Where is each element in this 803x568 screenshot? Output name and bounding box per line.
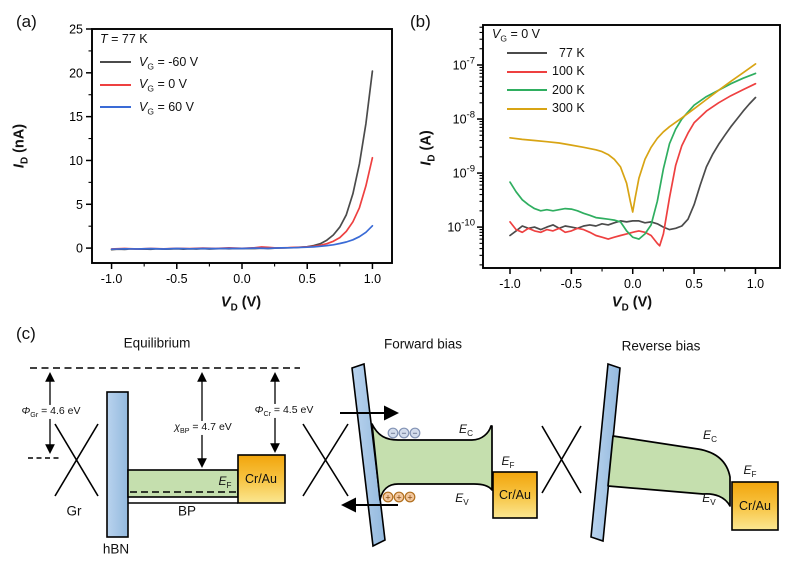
valence-band-label-reverse: EV: [702, 490, 716, 508]
y-axis-tick-label: 10-10: [447, 218, 475, 235]
panel-c-diagram: − − − + + +: [28, 362, 779, 548]
panel-b-legend-title: VG = 0 V: [492, 27, 540, 44]
legend-entry: VG = 60 V: [100, 99, 198, 117]
panel-b-legend: VG = 0 V 77 K 100 K 200 K 300 K: [492, 28, 585, 121]
y-axis-tick-label: 0: [76, 242, 83, 256]
hole-icons: + + +: [382, 491, 416, 503]
crau-contact-reverse: [731, 481, 779, 531]
conduction-band-label-forward: EC: [459, 421, 473, 439]
panel-c-label: (c): [16, 324, 36, 343]
conduction-band-label-reverse: EC: [703, 427, 717, 445]
legend-entry: 77 K: [492, 45, 585, 60]
svg-text:−: −: [413, 428, 418, 438]
svg-text:−: −: [391, 428, 396, 438]
panel-a-legend: T = 77 K VG = -60 V VG = 0 V VG = 60 V: [100, 31, 198, 121]
x-axis-tick-label: 0.0: [233, 272, 250, 286]
reverse-bias-title: Reverse bias: [621, 338, 701, 354]
y-axis-tick-label: 10: [69, 154, 83, 168]
legend-line-swatch: [507, 52, 547, 55]
series-line-1: [509, 82, 757, 247]
legend-line-swatch: [100, 106, 131, 109]
panel-a-chart: -1.0 -0.5 0.0 0.5 1.0 0 5 10 15 20 25: [69, 23, 393, 286]
panel-b-x-axis-title: VD (V): [611, 294, 653, 314]
legend-entry: VG = -60 V: [100, 54, 199, 72]
hbn-barrier-equilibrium: [106, 391, 129, 538]
x-axis-tick-label: 0.5: [299, 272, 316, 286]
y-axis-tick-label: 10-9: [453, 164, 475, 181]
legend-line-swatch: [100, 61, 131, 64]
svg-text:+: +: [396, 493, 401, 503]
x-axis-tick-label: 0.5: [685, 277, 702, 291]
legend-entry-label: 300 K: [552, 101, 585, 115]
series-line-0: [509, 96, 757, 237]
hbn-label: hBN: [102, 541, 130, 557]
graphene-label: Gr: [66, 503, 82, 519]
legend-line-swatch: [507, 70, 547, 73]
bp-band-reverse: [607, 435, 731, 507]
work-function-gr-value: ΦGr = 4.6 eV: [19, 404, 83, 420]
x-axis-tick-label: -0.5: [166, 272, 188, 286]
legend-line-swatch: [100, 83, 131, 86]
bp-band-forward: [371, 423, 493, 501]
x-axis-tick-label: 1.0: [364, 272, 381, 286]
panel-b-label: (b): [410, 12, 431, 31]
panel-a-legend-title: T = 77 K: [100, 32, 148, 46]
equilibrium-title: Equilibrium: [123, 335, 191, 351]
legend-entry: 100 K: [492, 65, 585, 78]
crau-label-forward: Cr/Au: [499, 488, 531, 502]
legend-entry-label: VG = 0 V: [139, 77, 187, 94]
fermi-level-label-equilibrium: EF: [218, 473, 232, 491]
crau-contact-forward: [492, 471, 538, 519]
legend-entry-label: 77 K: [552, 45, 585, 60]
legend-entry-label: VG = -60 V: [139, 54, 199, 72]
y-axis-tick-label: 10-7: [453, 56, 475, 73]
y-axis-tick-label: 20: [69, 66, 83, 80]
work-function-cr-value: ΦCr = 4.5 eV: [252, 403, 316, 419]
legend-entry: VG = 0 V: [100, 76, 198, 94]
panel-a-label: (a): [16, 12, 37, 31]
crau-contact-equilibrium: [237, 454, 286, 504]
legend-line-swatch: [507, 89, 547, 92]
legend-entry-label: 100 K: [552, 64, 585, 78]
plot-frame: [482, 24, 781, 269]
graphene-dirac-cone-icon: [54, 423, 99, 497]
forward-bias-title: Forward bias: [383, 336, 463, 352]
x-axis-tick-label: 0.0: [624, 277, 641, 291]
x-axis-tick-label: -0.5: [561, 277, 583, 291]
x-axis-tick-label: -1.0: [101, 272, 123, 286]
y-axis-tick-label: 15: [69, 110, 83, 124]
fermi-level-label-forward: EF: [501, 453, 515, 471]
legend-entry: 300 K: [492, 102, 585, 115]
x-axis-tick-label: 1.0: [747, 277, 764, 291]
fermi-level-label-reverse: EF: [743, 462, 757, 480]
y-axis-tick-label: 10-8: [453, 110, 475, 127]
svg-text:−: −: [402, 428, 407, 438]
y-axis-tick-label: 25: [69, 23, 83, 37]
y-axis-tick-label: 5: [76, 198, 83, 212]
panel-a-y-axis-title: ID (nA): [11, 123, 31, 169]
bp-label: BP: [177, 503, 197, 519]
panel-a-x-axis-title: VD (V): [220, 294, 262, 314]
electron-affinity-bp-value: χBP = 4.7 eV: [172, 420, 234, 436]
svg-text:+: +: [385, 493, 390, 503]
graphene-dirac-cone-icon: [302, 423, 349, 497]
panel-b-chart: -1.0 -0.5 0.0 0.5 1.0 10-10 10-9 10-8 10-7: [447, 24, 781, 291]
valence-band-label-forward: EV: [455, 490, 469, 508]
x-axis-tick-label: -1.0: [499, 277, 521, 291]
electron-icons: − − −: [387, 427, 421, 439]
hbn-barrier-reverse: [590, 362, 621, 543]
legend-entry-label: 200 K: [552, 82, 585, 97]
crau-label-reverse: Cr/Au: [739, 499, 771, 513]
legend-entry: 200 K: [492, 82, 585, 97]
series-line-2: [110, 224, 374, 251]
hbn-barrier-forward: [351, 362, 386, 548]
series-line-3: [509, 63, 757, 213]
legend-line-swatch: [507, 107, 547, 110]
panel-b-y-axis-title: ID (A): [418, 130, 438, 166]
svg-text:+: +: [407, 493, 412, 503]
graphene-dirac-cone-icon: [541, 425, 582, 494]
legend-entry-label: VG = 60 V: [139, 99, 194, 117]
crau-label-equilibrium: Cr/Au: [245, 472, 277, 486]
